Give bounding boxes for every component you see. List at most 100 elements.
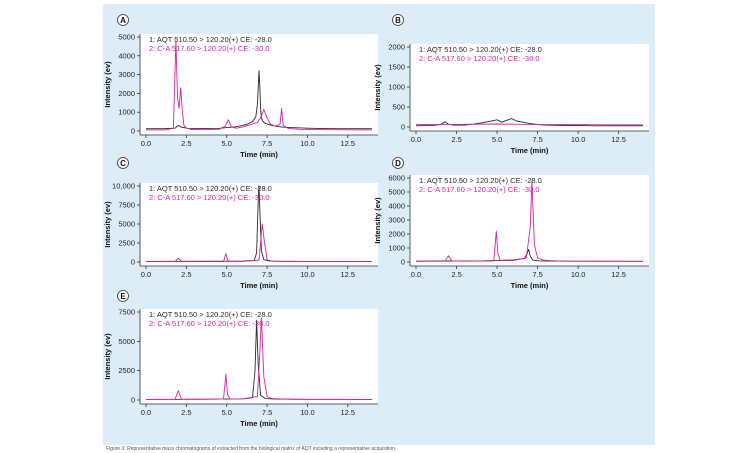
y-axis-label-d: Intensity (ev)	[373, 197, 382, 244]
panel-badge-b	[392, 14, 404, 26]
y-tick-label-a: 1000	[118, 108, 135, 117]
legend-entry-2-c: 2: C-A 517.60 > 120.20(+) CE: -30.0	[149, 193, 270, 202]
x-tick-label-d: 5.0	[492, 270, 502, 279]
legend-entry-1-a: 1: AQT 510.50 > 120.20(+) CE: -28.0	[149, 35, 272, 44]
series-1-line-b	[415, 118, 643, 127]
panel-badge-c	[117, 157, 129, 169]
legend-entry-1-c: 1: AQT 510.50 > 120.20(+) CE: -28.0	[149, 184, 272, 193]
series-2-line-b	[415, 123, 643, 126]
y-tick-label-a: 0	[131, 127, 135, 136]
x-axis-label-a: Time (min)	[240, 150, 278, 159]
y-axis-label-b: Intensity (ev)	[373, 64, 382, 111]
legend-entry-2-a: 2: C-A 517.60 > 120.20(+) CE: -30.0	[149, 44, 270, 53]
plot-area-d	[410, 175, 649, 266]
x-tick-label-d: 10.0	[571, 270, 586, 279]
x-tick-label-a: 7.5	[262, 139, 272, 148]
panel-badge-label-e: E	[120, 292, 126, 301]
y-tick-label-a: 3000	[118, 70, 135, 79]
chart-panel-c: 0 2500 5000 7500 10,000 0.0 2.5 5.0 7.5 10.0 12.5 T…	[103, 157, 378, 290]
series-2-line-d	[415, 180, 644, 262]
x-tick-label-e: 2.5	[181, 408, 191, 417]
x-tick-label-b: 5.0	[492, 135, 502, 144]
panel-badge-label-c: C	[120, 159, 126, 168]
panel-badge-e	[117, 290, 129, 302]
chart-panel-b: 0 500 1000 1500 2000 0.0 2.5 5.0 7.5 10.0 12.5 Time…	[373, 14, 649, 155]
legend-entry-2-d: 2: C-A 517.60 > 120.20(+) CE: -30.0	[419, 185, 540, 194]
y-tick-label-a: 4000	[118, 51, 135, 60]
series-2-line-c	[145, 223, 373, 263]
legend-entry-1-e: 1: AQT 510.50 > 120.20(+) CE: -28.0	[149, 310, 272, 319]
x-tick-label-a: 10.0	[300, 139, 315, 148]
y-tick-label-d: 6000	[388, 174, 405, 183]
panel-badge-a	[117, 14, 129, 26]
y-tick-label-a: 2000	[118, 89, 135, 98]
x-tick-label-c: 12.5	[340, 270, 355, 279]
y-axis-label-a: Intensity (ev)	[103, 61, 112, 108]
x-tick-label-e: 0.0	[141, 408, 151, 417]
y-tick-label-e: 7500	[118, 308, 135, 317]
x-tick-label-c: 10.0	[300, 270, 315, 279]
x-tick-label-a: 0.0	[141, 139, 151, 148]
legend-entry-1-d: 1: AQT 510.50 > 120.20(+) CE: -28.0	[419, 176, 542, 185]
x-tick-label-e: 10.0	[300, 408, 315, 417]
x-tick-label-d: 0.0	[411, 270, 421, 279]
x-tick-label-d: 7.5	[532, 270, 542, 279]
x-tick-label-c: 0.0	[141, 270, 151, 279]
legend-entry-2-b: 2: C-A 517.60 > 120.20(+) CE: -30.0	[419, 54, 540, 63]
x-tick-label-b: 2.5	[451, 135, 461, 144]
y-axis-label-c: Intensity (ev)	[103, 201, 112, 248]
y-tick-label-c: 7500	[118, 201, 135, 210]
x-axis-label-b: Time (min)	[511, 146, 549, 155]
y-tick-label-e: 5000	[118, 337, 135, 346]
legend-entry-1-b: 1: AQT 510.50 > 120.20(+) CE: -28.0	[419, 45, 542, 54]
y-tick-label-b: 1000	[388, 83, 405, 92]
y-tick-label-c: 10,000	[112, 182, 135, 191]
y-tick-label-b: 0	[401, 123, 405, 132]
plot-area-a	[140, 34, 378, 135]
legend-entry-2-e: 2: C-A 517.60 > 120.20(+) CE: -30.0	[149, 319, 270, 328]
y-tick-label-a: 5000	[118, 33, 135, 42]
x-tick-label-c: 5.0	[221, 270, 231, 279]
panel-badge-label-a: A	[120, 16, 126, 25]
y-tick-label-e: 0	[131, 396, 135, 405]
chart-panel-d: 0 1000 2000 3000 4000 5000 6000 0.0 2.5 5.0 7.5 10.…	[373, 157, 649, 290]
x-tick-label-a: 2.5	[181, 139, 191, 148]
x-tick-label-b: 7.5	[532, 135, 542, 144]
x-tick-label-a: 12.5	[340, 139, 355, 148]
x-tick-label-d: 2.5	[451, 270, 461, 279]
y-axis-label-e: Intensity (ev)	[103, 333, 112, 380]
panel-badge-label-d: D	[395, 159, 401, 168]
x-tick-label-b: 10.0	[571, 135, 586, 144]
plot-area-e	[140, 309, 378, 404]
y-tick-label-d: 2000	[388, 230, 405, 239]
y-tick-label-c: 0	[131, 258, 135, 267]
chart-panel-a: 0 1000 2000 3000 4000 5000 0.0 2.5 5.0 7.5 10.0 12.…	[103, 14, 378, 159]
x-axis-label-e: Time (min)	[240, 419, 278, 428]
figure-caption: Figure 3. Representative mass chromatogr…	[106, 446, 397, 452]
y-tick-label-c: 2500	[118, 239, 135, 248]
y-tick-label-b: 500	[392, 103, 405, 112]
x-tick-label-e: 12.5	[340, 408, 355, 417]
x-tick-label-b: 0.0	[411, 135, 421, 144]
x-tick-label-e: 5.0	[221, 408, 231, 417]
y-tick-label-b: 2000	[388, 43, 405, 52]
y-tick-label-e: 2500	[118, 366, 135, 375]
x-tick-label-c: 2.5	[181, 270, 191, 279]
y-tick-label-b: 1500	[388, 63, 405, 72]
series-2-line-a	[146, 40, 373, 131]
x-tick-label-d: 12.5	[611, 270, 626, 279]
y-tick-label-c: 5000	[118, 220, 135, 229]
y-tick-label-d: 5000	[388, 188, 405, 197]
series-2-line-e	[145, 317, 373, 400]
panel-badge-d	[392, 157, 404, 169]
plot-area-b	[410, 44, 649, 131]
x-axis-label-c: Time (min)	[240, 281, 278, 290]
x-tick-label-a: 5.0	[221, 139, 231, 148]
y-tick-label-d: 1000	[388, 244, 405, 253]
y-tick-label-d: 3000	[388, 216, 405, 225]
panel-badge-label-b: B	[395, 16, 401, 25]
y-tick-label-d: 4000	[388, 202, 405, 211]
x-tick-label-b: 12.5	[611, 135, 626, 144]
x-tick-label-c: 7.5	[262, 270, 272, 279]
